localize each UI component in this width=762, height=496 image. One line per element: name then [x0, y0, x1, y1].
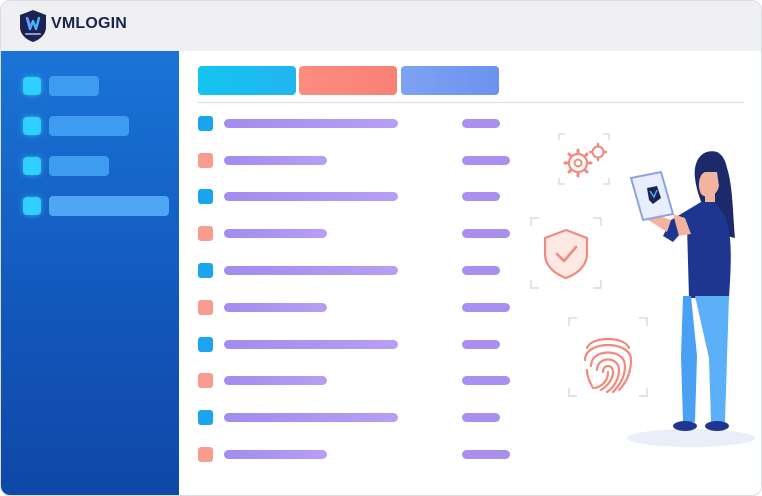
list-item[interactable] — [198, 263, 518, 278]
row-checkbox[interactable] — [198, 447, 213, 462]
gear-icon — [558, 133, 610, 185]
row-value-placeholder — [462, 156, 510, 165]
sidebar-item-icon — [23, 117, 41, 135]
woman-figure — [645, 151, 735, 431]
sidebar-item-icon — [23, 197, 41, 215]
row-value-placeholder — [462, 376, 510, 385]
row-text-placeholder — [224, 303, 327, 312]
sidebar-item-label — [49, 156, 109, 176]
row-value-placeholder — [462, 450, 510, 459]
sidebar-item-icon — [23, 157, 41, 175]
row-checkbox[interactable] — [198, 226, 213, 241]
row-text-placeholder — [224, 119, 398, 128]
sidebar-item-icon — [23, 77, 41, 95]
main-panel — [179, 51, 761, 495]
tab-3[interactable] — [401, 66, 499, 95]
row-text-placeholder — [224, 229, 327, 238]
app-title: VMLOGIN — [51, 15, 128, 32]
row-text-placeholder — [224, 340, 398, 349]
row-checkbox[interactable] — [198, 263, 213, 278]
row-text-placeholder — [224, 192, 398, 201]
sidebar-item-label — [49, 116, 129, 136]
row-value-placeholder — [462, 340, 500, 349]
row-checkbox[interactable] — [198, 410, 213, 425]
list-item[interactable] — [198, 153, 518, 168]
fingerprint-icon — [568, 317, 648, 397]
title-bar: VMLOGIN — [1, 1, 761, 51]
sidebar-item-label — [49, 76, 99, 96]
list-item[interactable] — [198, 410, 518, 425]
row-text-placeholder — [224, 266, 398, 275]
row-checkbox[interactable] — [198, 153, 213, 168]
row-checkbox[interactable] — [198, 300, 213, 315]
row-checkbox[interactable] — [198, 116, 213, 131]
shield-logo-icon — [20, 10, 46, 42]
row-text-placeholder — [224, 156, 327, 165]
tab-2[interactable] — [299, 66, 397, 95]
row-value-placeholder — [462, 303, 510, 312]
list-item[interactable] — [198, 337, 518, 352]
security-illustration — [530, 133, 755, 447]
row-text-placeholder — [224, 376, 327, 385]
list-item[interactable] — [198, 300, 518, 315]
list-item[interactable] — [198, 447, 518, 462]
shield-check-icon — [530, 217, 602, 289]
row-checkbox[interactable] — [198, 373, 213, 388]
row-text-placeholder — [224, 450, 327, 459]
row-value-placeholder — [462, 229, 510, 238]
tablet-icon — [629, 170, 675, 222]
list-item[interactable] — [198, 189, 518, 204]
tab-divider — [198, 102, 744, 103]
row-value-placeholder — [462, 413, 500, 422]
row-checkbox[interactable] — [198, 189, 213, 204]
row-value-placeholder — [462, 192, 500, 201]
sidebar — [1, 51, 179, 495]
row-value-placeholder — [462, 119, 500, 128]
row-text-placeholder — [224, 413, 398, 422]
sidebar-item-label — [49, 196, 169, 216]
list-item[interactable] — [198, 226, 518, 241]
list-item[interactable] — [198, 116, 518, 131]
tab-1[interactable] — [198, 66, 296, 95]
list-item[interactable] — [198, 373, 518, 388]
row-checkbox[interactable] — [198, 337, 213, 352]
row-value-placeholder — [462, 266, 500, 275]
